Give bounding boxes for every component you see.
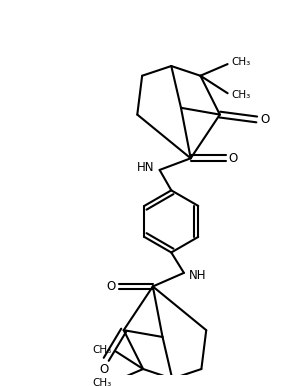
Text: O: O	[106, 280, 116, 293]
Text: CH₃: CH₃	[232, 57, 251, 67]
Text: HN: HN	[137, 161, 155, 174]
Text: CH₃: CH₃	[93, 378, 112, 386]
Text: CH₃: CH₃	[232, 90, 251, 100]
Text: O: O	[100, 362, 109, 376]
Text: O: O	[260, 113, 269, 126]
Text: CH₃: CH₃	[93, 345, 112, 355]
Text: NH: NH	[189, 269, 206, 282]
Text: O: O	[229, 152, 238, 165]
